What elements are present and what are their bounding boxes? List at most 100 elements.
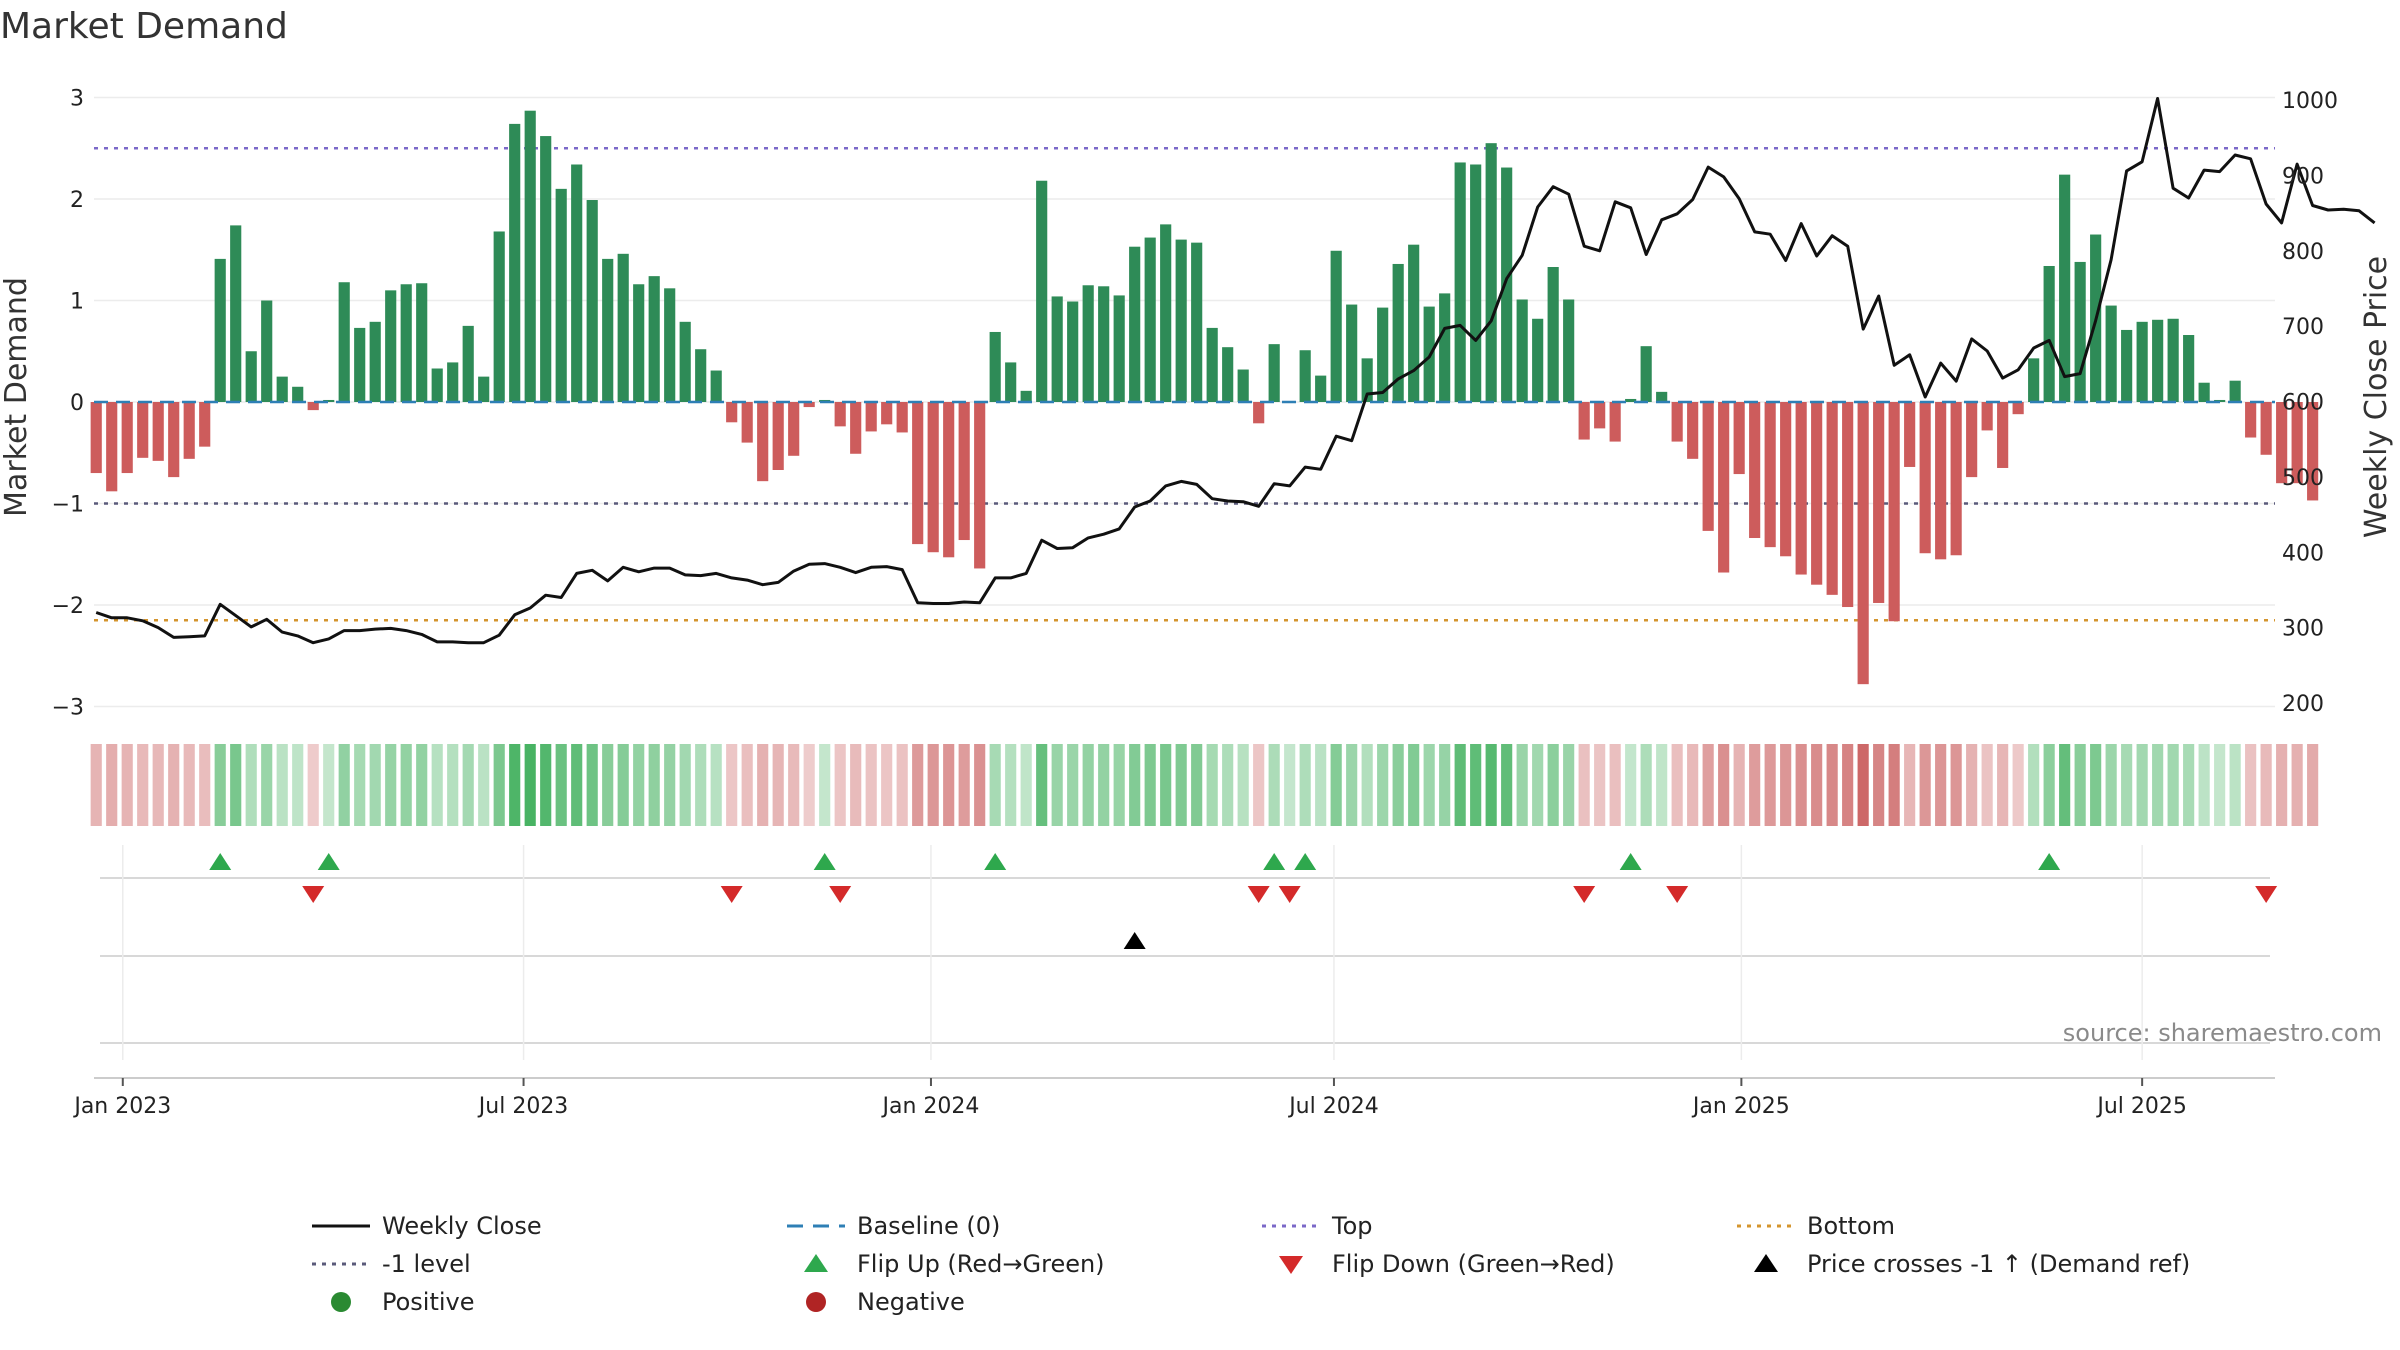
demand-bar xyxy=(2105,305,2117,402)
heat-cell xyxy=(1904,744,1916,826)
demand-bar xyxy=(1857,402,1869,685)
x-tick-label: Jul 2024 xyxy=(1287,1094,1379,1119)
heat-cell xyxy=(1501,744,1513,826)
demand-bar xyxy=(1826,402,1838,595)
legend: Weekly Close Baseline (0) Top Bottom -1 leve… xyxy=(312,1212,2190,1316)
legend-swatch-triangle-up xyxy=(804,1254,828,1272)
demand-bar xyxy=(183,402,195,459)
heat-cell xyxy=(1857,744,1869,826)
flip-down-marker xyxy=(302,886,325,903)
legend-item: Top xyxy=(1262,1212,1373,1240)
heat-cell xyxy=(726,744,738,826)
heat-cell xyxy=(927,744,939,826)
legend-item: Flip Up (Red→Green) xyxy=(804,1250,1105,1278)
heat-cell xyxy=(245,744,257,826)
heat-cell xyxy=(462,744,474,826)
demand-bar xyxy=(1454,162,1466,402)
price-cross-marker xyxy=(1123,932,1146,949)
heat-cell xyxy=(493,744,505,826)
demand-bar xyxy=(168,402,180,478)
demand-bar xyxy=(1842,402,1854,608)
heat-cell xyxy=(695,744,707,826)
demand-bar xyxy=(1082,285,1094,402)
demand-bar xyxy=(2276,402,2288,484)
right-tick-label: 500 xyxy=(2282,466,2324,491)
demand-bar xyxy=(912,402,924,545)
demand-bar xyxy=(1873,402,1885,603)
source-note: source: sharemaestro.com xyxy=(2063,1019,2382,1047)
heat-cell xyxy=(1253,744,1265,826)
demand-bar xyxy=(989,331,1001,402)
demand-bar xyxy=(1795,402,1807,575)
heat-cell xyxy=(943,744,955,826)
heat-cell xyxy=(1547,744,1559,826)
heat-cell xyxy=(524,744,536,826)
heat-cell xyxy=(354,744,366,826)
heat-cell xyxy=(1470,744,1482,826)
demand-bar xyxy=(664,288,676,402)
heat-cell xyxy=(1206,744,1218,826)
demand-bar xyxy=(385,290,397,402)
heat-cell xyxy=(664,744,676,826)
legend-swatch-circle xyxy=(806,1292,826,1312)
heat-cell xyxy=(1423,744,1435,826)
heat-cell xyxy=(2229,744,2241,826)
demand-bar xyxy=(1113,295,1125,402)
demand-bar xyxy=(726,402,738,423)
demand-bar xyxy=(400,284,412,402)
demand-bar xyxy=(1687,402,1699,459)
demand-bar xyxy=(1997,402,2009,468)
demand-bar xyxy=(90,402,102,474)
demand-bar xyxy=(1330,250,1342,402)
demand-bar xyxy=(1191,242,1203,402)
demand-bar xyxy=(1160,224,1172,402)
heat-cell xyxy=(1346,744,1358,826)
heat-cell xyxy=(1160,744,1172,826)
right-tick-label: 700 xyxy=(2282,315,2324,340)
heat-cell xyxy=(1625,744,1637,826)
heat-cell xyxy=(1330,744,1342,826)
heat-cell xyxy=(1935,744,1947,826)
flip-up-marker xyxy=(2038,853,2061,870)
heat-cell xyxy=(2260,744,2272,826)
heat-cell xyxy=(710,744,722,826)
heat-cell xyxy=(1997,744,2009,826)
demand-bar xyxy=(772,402,784,471)
flip-up-marker xyxy=(813,853,836,870)
legend-label: Bottom xyxy=(1807,1212,1895,1240)
demand-heat-strip xyxy=(90,744,2319,826)
heat-cell xyxy=(1408,744,1420,826)
demand-bar xyxy=(338,282,350,402)
demand-bar xyxy=(245,351,257,402)
demand-bar xyxy=(633,284,645,402)
demand-bar xyxy=(2198,382,2210,402)
heat-cell xyxy=(2198,744,2210,826)
demand-bar xyxy=(602,258,614,402)
demand-bar xyxy=(1346,304,1358,402)
heat-cell xyxy=(1780,744,1792,826)
heat-cell xyxy=(1485,744,1497,826)
demand-bar xyxy=(1501,167,1513,402)
heat-cell xyxy=(989,744,1001,826)
demand-bar xyxy=(1020,390,1032,402)
heat-cell xyxy=(819,744,831,826)
legend-item: Baseline (0) xyxy=(787,1212,1000,1240)
demand-bar xyxy=(2059,174,2071,402)
legend-label: Flip Up (Red→Green) xyxy=(857,1250,1105,1278)
demand-bar xyxy=(447,362,459,402)
demand-bar xyxy=(1981,402,1993,431)
demand-bar xyxy=(834,402,846,427)
demand-bar xyxy=(1780,402,1792,557)
heat-cell xyxy=(2121,744,2133,826)
legend-label: Flip Down (Green→Red) xyxy=(1332,1250,1615,1278)
legend-swatch-triangle-down xyxy=(1279,1256,1303,1274)
heat-cell xyxy=(338,744,350,826)
legend-label: Top xyxy=(1331,1212,1373,1240)
heat-cell xyxy=(1191,744,1203,826)
legend-item: Negative xyxy=(806,1288,965,1316)
legend-item: Price crosses -1 ↑ (Demand ref) xyxy=(1754,1250,2190,1278)
demand-bar xyxy=(2121,329,2133,402)
heat-cell xyxy=(1237,744,1249,826)
demand-bar xyxy=(1129,246,1141,402)
demand-bar xyxy=(1547,267,1559,402)
